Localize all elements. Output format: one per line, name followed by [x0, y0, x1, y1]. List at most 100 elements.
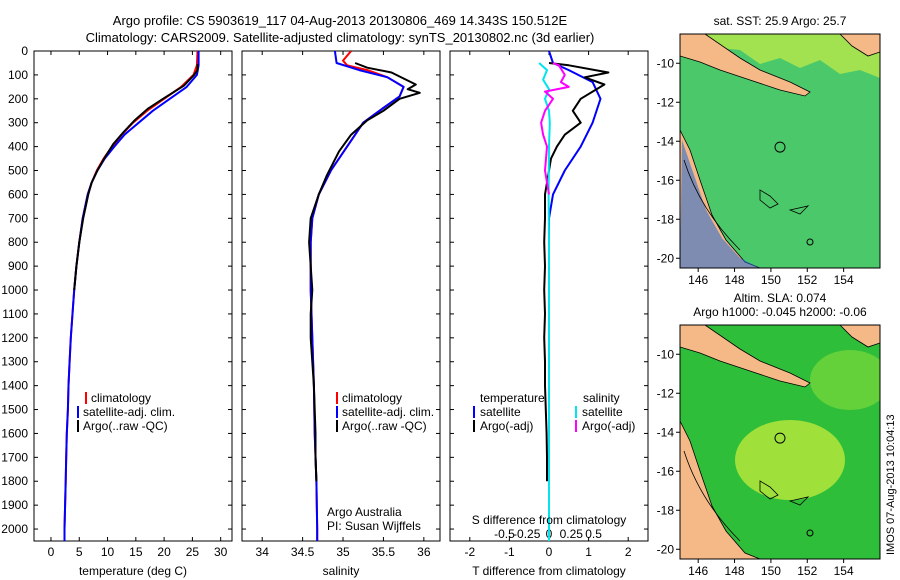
map-x-tick-label: 146: [688, 273, 708, 287]
temperature-x-label: temperature (deg C): [79, 564, 187, 578]
map-x-tick-label: 148: [725, 564, 745, 578]
y-tick-label: 900: [8, 259, 28, 273]
x2-tick-label: 0.5: [585, 527, 602, 541]
sla-map: Altim. SLA: 0.074 Argo h1000: -0.045 h20…: [657, 291, 881, 578]
map-x-tick-label: 152: [797, 273, 817, 287]
temperature-x-axis: 0 5 10 15 20 25 30: [48, 51, 228, 559]
sst-map-title: sat. SST: 25.9 Argo: 25.7: [714, 14, 847, 28]
difference-salinity-x-axis: -0.5-0.25 0 0.25 0.5: [494, 527, 602, 541]
y-tick-label: 600: [8, 187, 28, 201]
sst-warm-band: [680, 34, 880, 78]
x-tick-label: 10: [101, 545, 115, 559]
series-line-argo-raw-qc-: [73, 64, 199, 291]
legend-heading-temperature: temperature: [480, 391, 545, 405]
x-tick-label: 30: [214, 545, 228, 559]
temperature-panel: 0100200300400500600700800900100011001200…: [1, 44, 233, 578]
sla-secondary-marker: [806, 529, 814, 537]
x-tick-label: -1: [504, 545, 515, 559]
y-tick-label: 1600: [1, 426, 28, 440]
legend-label-satellite: satellite-adj. clim.: [83, 405, 175, 419]
legend-label-argo: Argo(..raw -QC): [83, 419, 168, 433]
legend-label-temp-satellite: satellite: [480, 405, 521, 419]
map-y-tick-label: -16: [657, 173, 675, 187]
sla-land-png: [680, 325, 811, 388]
map-y-tick-label: -10: [657, 56, 675, 70]
sst-map-axes: 146 148 150 152 154 -10 -12 -14 -16 -18 -20: [657, 56, 854, 287]
map-y-tick-label: -18: [657, 503, 675, 517]
y-tick-label: 1200: [1, 331, 28, 345]
x-tick-label: 15: [129, 545, 143, 559]
difference-t-label: T difference from climatology: [472, 564, 626, 578]
y-tick-label: 1300: [1, 355, 28, 369]
y-tick-label: 1700: [1, 450, 28, 464]
y-tick-label: 300: [8, 116, 28, 130]
sst-argo-location-marker: [774, 141, 786, 153]
y-tick-label: 500: [8, 164, 28, 178]
difference-y-axis: [450, 50, 648, 530]
y-tick-label: 1900: [1, 498, 28, 512]
legend-label-climatology: climatology: [91, 391, 151, 405]
series-line-temperature-argo-adj-: [543, 62, 610, 482]
sla-land-ne: [839, 325, 880, 348]
x-tick-label: 25: [186, 545, 200, 559]
salinity-y-axis: [242, 50, 440, 530]
map-x-tick-label: 154: [834, 564, 854, 578]
x2-tick-label: 0.25: [560, 527, 584, 541]
sst-map: sat. SST: 25.9 Argo: 25.7 146 148 150 152 15…: [657, 14, 881, 287]
map-y-tick-label: -12: [657, 386, 675, 400]
x-tick-label: 1: [585, 545, 592, 559]
series-line-salinity-argo-adj-: [540, 62, 570, 195]
x-tick-label: 20: [157, 545, 171, 559]
y-tick-label: 200: [8, 92, 28, 106]
map-x-tick-label: 150: [761, 564, 781, 578]
header-title-line1: Argo profile: CS 5903619_117 04-Aug-2013…: [113, 13, 568, 28]
annotation-argo-australia: Argo Australia: [327, 505, 402, 519]
map-y-tick-label: -16: [657, 464, 675, 478]
sla-map-subtitle: Argo h1000: -0.045 h2000: -0.06: [693, 305, 867, 319]
x-tick-label: 36: [417, 545, 431, 559]
sst-cool-coastal: [680, 140, 760, 268]
sla-land-australia: [680, 420, 761, 559]
map-x-tick-label: 146: [688, 564, 708, 578]
sst-map-frame: [679, 33, 881, 269]
sla-map-axes: 146 148 150 152 154 -10 -12 -14 -16 -18 -20: [657, 347, 854, 578]
difference-panel: -2 -1 0 1 2 -0.5-0.25 0 0.25 0.5 S difference f…: [449, 50, 649, 578]
series-line-argo-raw-qc-: [308, 62, 421, 482]
x-tick-label: 5: [76, 545, 83, 559]
sst-map-field: [680, 34, 880, 268]
temperature-y-axis: 0 100 200 300 400 500 600 700 800 900 1000 1100 1200…: [1, 44, 232, 536]
y-tick-label: 400: [8, 140, 28, 154]
y-tick-label: 1400: [1, 379, 28, 393]
x-tick-label: 2: [625, 545, 632, 559]
header-title-line2: Climatology: CARS2009. Satellite-adjuste…: [86, 30, 595, 45]
salinity-plot-frame: [241, 50, 441, 542]
x-tick-label: 35: [336, 545, 350, 559]
legend-label-argo: Argo(..raw -QC): [342, 419, 427, 433]
y-tick-label: 700: [8, 211, 28, 225]
x-tick-label: 34: [256, 545, 270, 559]
difference-series: [538, 51, 610, 541]
x2-tick-label: -0.5: [494, 527, 515, 541]
map-x-tick-label: 154: [834, 273, 854, 287]
sst-isobath: [683, 159, 741, 251]
legend-label-temp-argo: Argo(-adj): [480, 419, 533, 433]
salinity-x-label: salinity: [323, 564, 360, 578]
imos-timestamp: IMOS 07-Aug-2013 10:04:13: [885, 414, 897, 555]
legend-label-satellite: satellite-adj. clim.: [342, 405, 434, 419]
temperature-legend: climatology satellite-adj. clim. Argo(..…: [77, 391, 175, 433]
y-tick-label: 800: [8, 235, 28, 249]
x-tick-label: 34.5: [291, 545, 315, 559]
sla-reefs: [759, 480, 810, 506]
sla-map-field: [680, 325, 880, 559]
map-y-tick-label: -20: [657, 251, 675, 265]
difference-s-label: S difference from climatology: [472, 513, 627, 527]
map-x-tick-label: 148: [725, 273, 745, 287]
map-y-tick-label: -12: [657, 95, 675, 109]
sst-reefs: [759, 189, 810, 215]
sst-land-png: [680, 34, 811, 97]
legend-heading-salinity: salinity: [583, 391, 620, 405]
y-tick-label: 1100: [2, 307, 28, 321]
map-y-tick-label: -20: [657, 542, 675, 556]
legend-label-climatology: climatology: [342, 391, 402, 405]
